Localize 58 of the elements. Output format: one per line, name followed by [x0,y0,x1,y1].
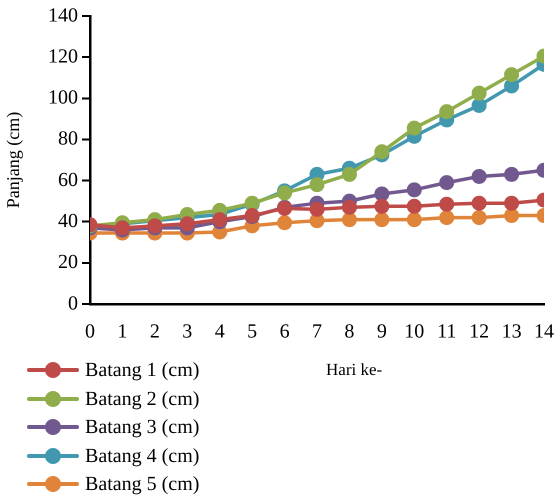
point [374,144,390,160]
x-tick-label: 2 [150,320,160,342]
x-tick-label: 7 [312,320,322,342]
point [374,186,390,202]
point [310,177,324,192]
legend-label: Batang 4 (cm) [85,444,200,468]
point [406,182,422,198]
legend-label: Batang 5 (cm) [85,472,200,497]
point [472,168,487,184]
point [342,200,357,215]
point [439,210,454,226]
point [504,67,520,82]
point [504,196,520,211]
point [277,215,292,230]
x-tick-label: 6 [280,320,290,342]
x-tick-label: 14 [534,320,554,342]
point [439,175,454,190]
point [439,104,454,120]
point [504,166,520,182]
point [180,216,195,232]
y-tick-label: 40 [58,210,78,232]
point [406,212,422,228]
x-tick-label: 4 [214,320,225,342]
x-tick-label: 0 [85,320,95,342]
legend-label: Batang 3 (cm) [85,415,200,440]
x-tick-label: 11 [437,320,456,342]
y-tick-label: 60 [58,168,78,191]
y-axis-title: Panjang (cm) [3,112,24,208]
x-tick-label: 5 [247,320,258,342]
point [342,212,357,228]
legend-label: Batang 1 (cm) [85,358,200,383]
point [472,98,487,113]
point [310,202,324,217]
y-tick-label: 20 [58,251,78,274]
point [342,166,357,182]
y-tick-label: 100 [48,86,78,109]
x-tick-label: 1 [117,320,128,342]
point [472,86,487,101]
point [406,198,422,214]
x-tick-label: 12 [469,320,490,342]
point [406,120,422,136]
point [374,198,390,214]
x-axis-title: Hari ke- [326,359,382,381]
point [504,208,520,224]
y-tick-label: 140 [48,4,78,26]
x-tick-label: 3 [182,320,192,342]
x-tick-label: 9 [376,320,387,342]
point [472,210,487,226]
y-tick-label: 0 [68,292,78,314]
legend-label: Batang 2 (cm) [85,386,200,412]
y-tick-label: 120 [48,45,78,68]
point [439,196,454,212]
x-tick-label: 8 [344,320,354,342]
point [472,196,487,211]
x-tick-label: 10 [404,320,424,342]
y-tick-label: 80 [58,128,78,150]
x-tick-label: 13 [502,320,522,342]
point [374,212,390,228]
